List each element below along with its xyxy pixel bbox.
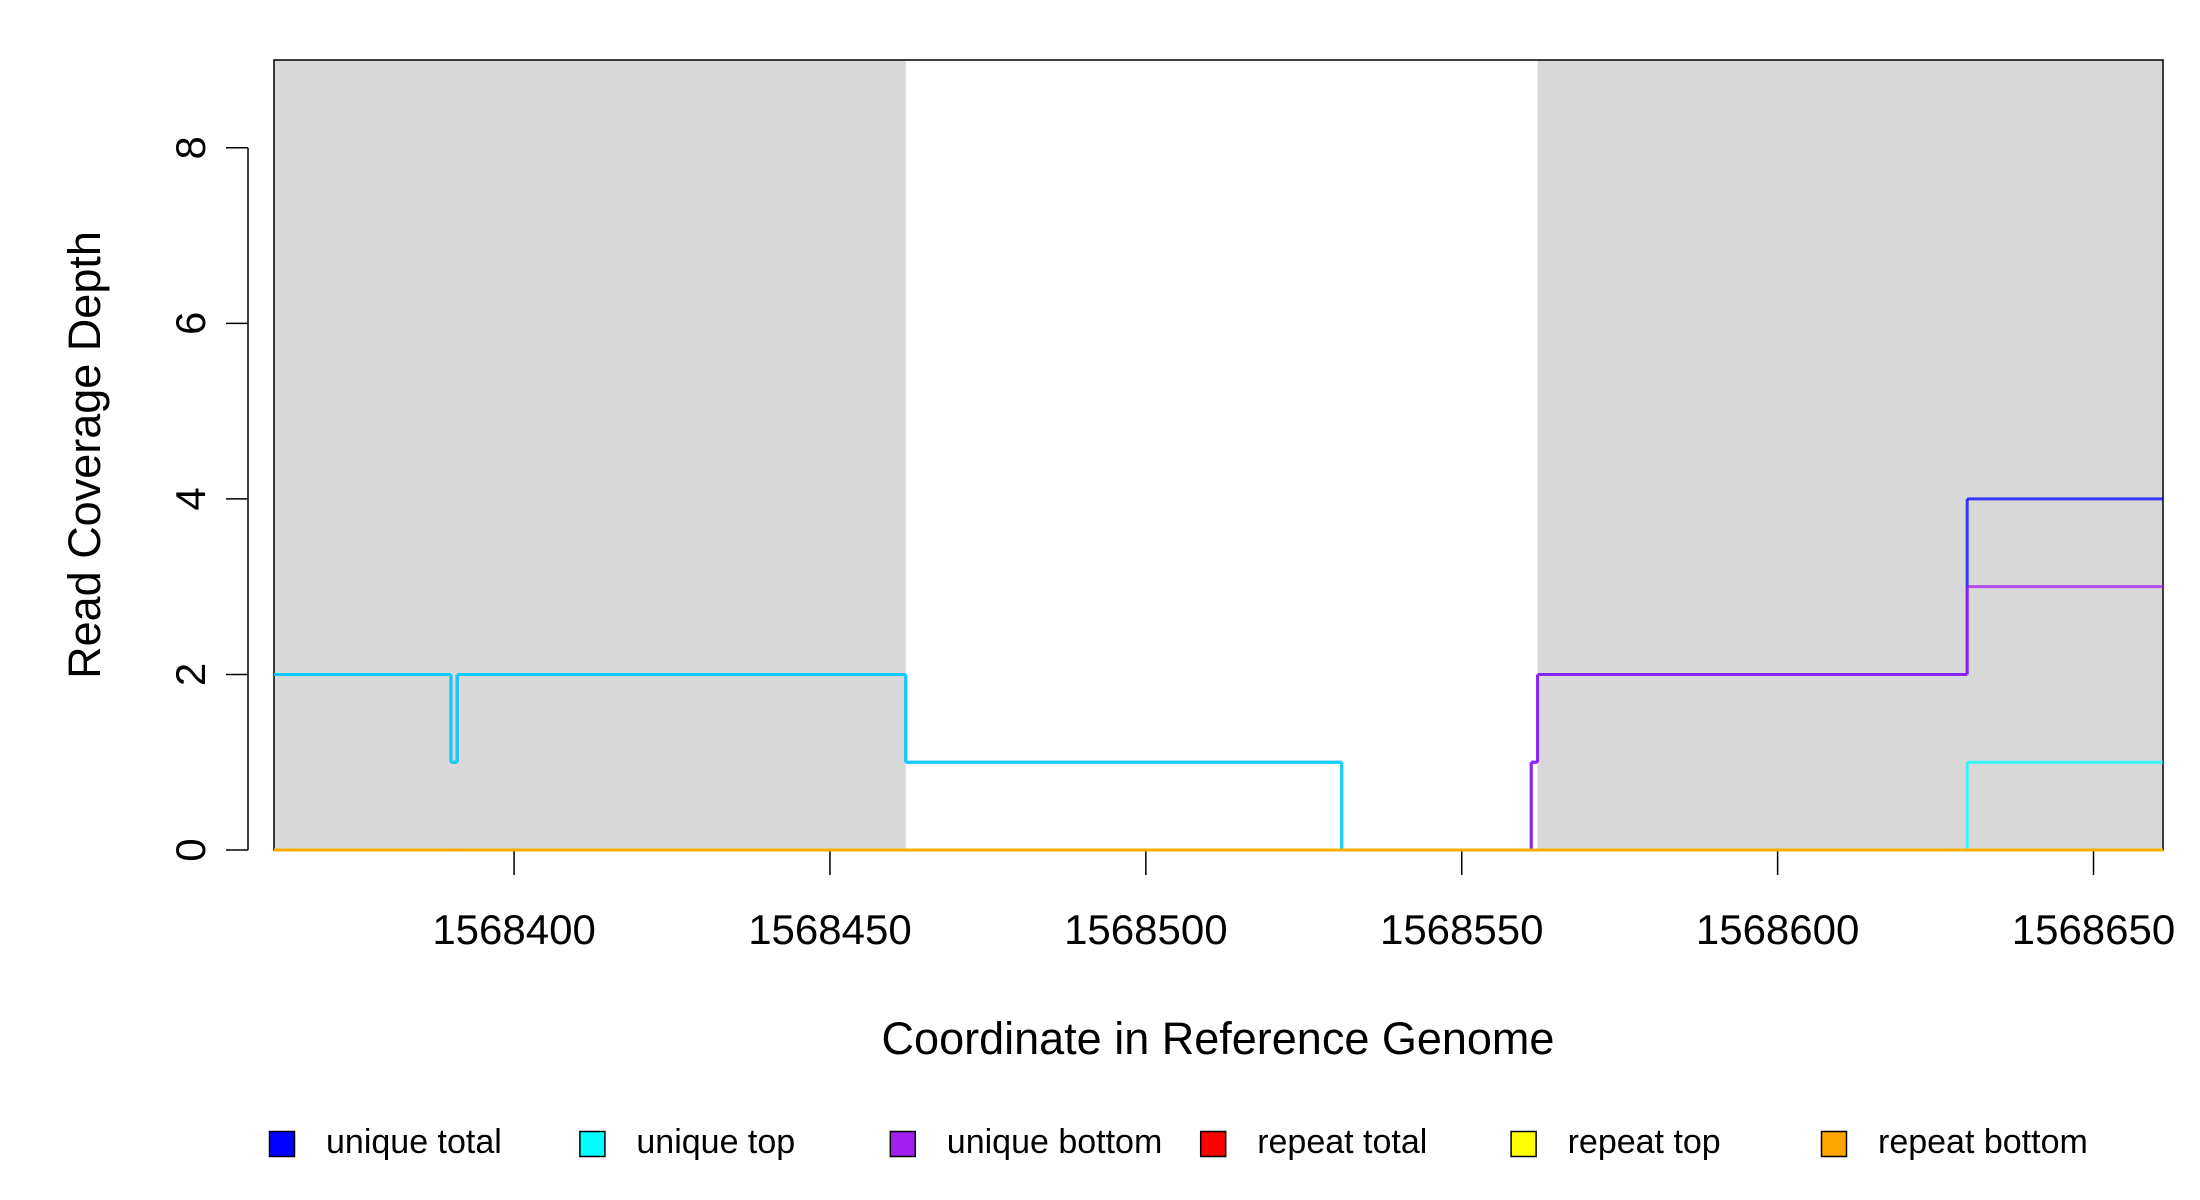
- legend-swatch: [579, 1130, 606, 1158]
- legend-label: repeat total: [1257, 1123, 1427, 1161]
- y-tick-label: 0: [167, 838, 214, 861]
- legend-label: repeat top: [1568, 1123, 1721, 1161]
- x-tick-label: 1568400: [432, 906, 596, 953]
- legend-label: repeat bottom: [1878, 1123, 2088, 1161]
- legend-label: unique total: [326, 1123, 502, 1161]
- legend-swatch: [1199, 1130, 1227, 1158]
- x-tick-label: 1568600: [1696, 906, 1860, 953]
- legend-swatch: [1820, 1130, 1848, 1158]
- x-tick-label: 1568500: [1064, 906, 1228, 953]
- x-axis-title: Coordinate in Reference Genome: [882, 1013, 1555, 1064]
- legend-swatch: [889, 1130, 917, 1158]
- shaded-region: [1537, 60, 2163, 850]
- y-tick-label: 4: [167, 487, 214, 510]
- y-tick-label: 6: [167, 312, 214, 335]
- y-axis-title: Read Coverage Depth: [59, 231, 110, 679]
- legend-label: unique top: [636, 1123, 795, 1161]
- y-tick-label: 8: [167, 136, 214, 159]
- x-tick-label: 1568650: [2012, 906, 2176, 953]
- y-tick-label: 2: [167, 663, 214, 686]
- legend-swatch: [1510, 1130, 1537, 1158]
- legend-swatch: [268, 1130, 296, 1158]
- shaded-region: [274, 60, 906, 850]
- x-tick-label: 1568450: [748, 906, 912, 953]
- x-tick-label: 1568550: [1380, 906, 1544, 953]
- legend-label: unique bottom: [947, 1123, 1163, 1161]
